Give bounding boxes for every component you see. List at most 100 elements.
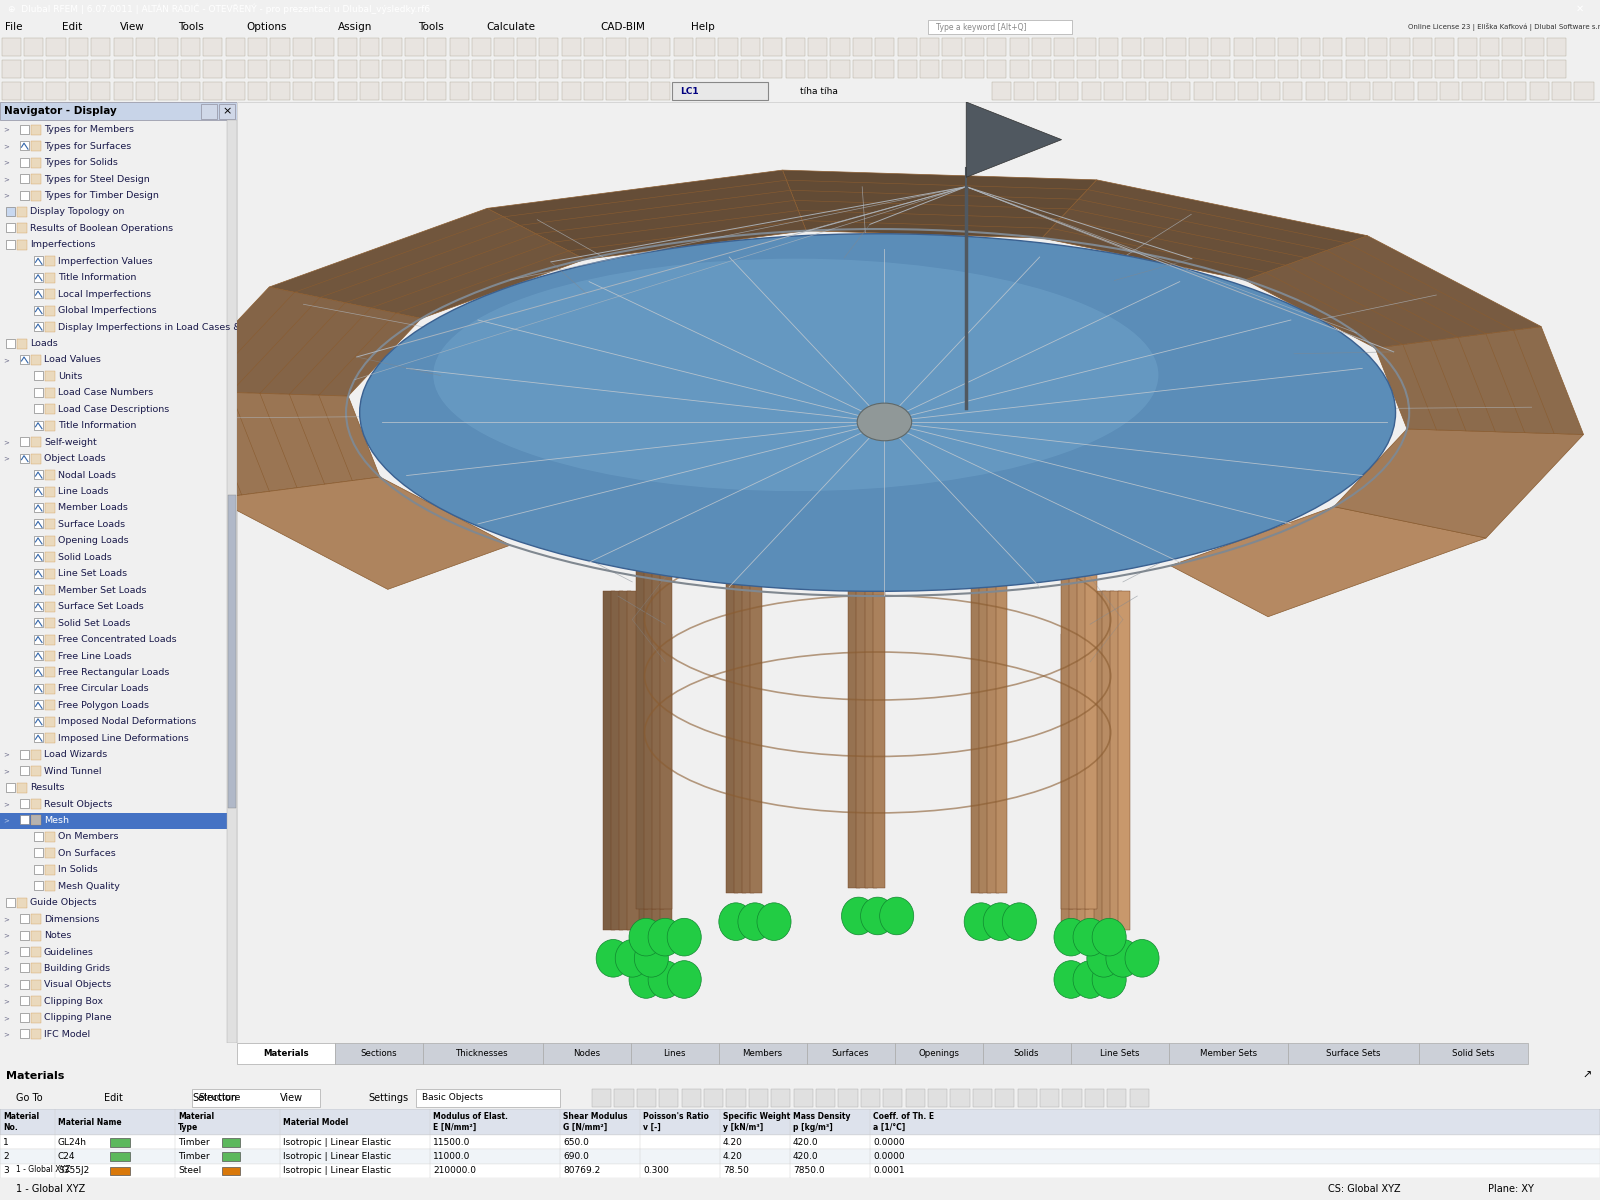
Bar [1069,548,1082,908]
Bar [0,1109,1600,1135]
Text: Object Loads: Object Loads [43,454,106,463]
Bar [1070,1043,1168,1064]
Bar [181,82,200,101]
Text: Go To: Go To [16,1093,43,1103]
Ellipse shape [667,961,701,998]
Text: Load Values: Load Values [43,355,101,365]
Text: Thicknesses: Thicknesses [456,1049,509,1058]
Bar [91,82,110,101]
Bar [1502,37,1522,56]
Bar [405,82,424,101]
Bar [853,60,872,78]
Bar [1037,82,1056,101]
Bar [950,1090,970,1106]
Text: Loads: Loads [30,340,58,348]
Bar [45,667,54,678]
Bar [30,454,42,463]
Bar [34,684,43,692]
Text: Mesh Quality: Mesh Quality [58,882,120,890]
Bar [45,684,54,694]
Bar [158,37,178,56]
Bar [741,37,760,56]
Text: Line Set Loads: Line Set Loads [58,569,126,578]
Bar [965,60,984,78]
Bar [6,223,14,233]
Bar [603,592,614,930]
Bar [45,503,54,512]
Bar [494,82,514,101]
Polygon shape [171,390,379,498]
Bar [1485,82,1504,101]
Bar [91,60,110,78]
Bar [979,518,990,894]
Bar [0,1164,1600,1178]
Bar [494,37,514,56]
Text: 1 - Global XYZ: 1 - Global XYZ [16,1184,85,1194]
Bar [114,82,133,101]
Bar [30,799,42,809]
Bar [34,881,43,890]
Bar [427,37,446,56]
Text: Local Imperfections: Local Imperfections [58,289,150,299]
Text: Clipping Box: Clipping Box [43,997,102,1006]
Bar [69,82,88,101]
Bar [1234,60,1253,78]
Bar [1530,82,1549,101]
Bar [293,82,312,101]
Bar [742,518,754,894]
Text: Title Information: Title Information [58,421,136,431]
Text: Imperfections: Imperfections [30,240,96,250]
Text: Load Case Descriptions: Load Case Descriptions [58,404,170,414]
Text: >: > [3,176,10,182]
Text: 0.300: 0.300 [643,1166,669,1175]
Bar [726,1090,746,1106]
Text: Online License 23 | Eliška Kafková | Dlubal Software s.r.o...: Online License 23 | Eliška Kafková | Dlu… [1408,23,1600,31]
Text: ×: × [222,106,232,116]
Bar [270,82,290,101]
Text: Options: Options [246,22,286,32]
Bar [136,60,155,78]
Bar [34,601,43,611]
Bar [19,157,29,167]
Bar [45,322,54,332]
Bar [450,37,469,56]
Bar [635,634,648,952]
Bar [19,174,29,184]
Text: >: > [3,817,10,823]
Bar [226,37,245,56]
Bar [1126,82,1146,101]
Text: Coeff. of Th. E
a [1/°C]: Coeff. of Th. E a [1/°C] [874,1112,934,1132]
Bar [1390,60,1410,78]
Ellipse shape [629,918,662,956]
Text: Display Imperfections in Load Cases & Combi...: Display Imperfections in Load Cases & Co… [58,323,283,331]
Text: Material
Type: Material Type [178,1112,214,1132]
Text: Building Grids: Building Grids [43,964,110,973]
Bar [450,60,469,78]
Ellipse shape [1002,902,1037,941]
Bar [45,552,54,563]
Bar [46,37,66,56]
Ellipse shape [597,940,630,977]
Bar [1395,82,1414,101]
Bar [203,37,222,56]
Bar [1507,82,1526,101]
Bar [1171,82,1190,101]
Text: Imposed Nodal Deformations: Imposed Nodal Deformations [58,718,197,726]
Bar [1462,82,1482,101]
Bar [651,37,670,56]
Ellipse shape [1125,940,1158,977]
Bar [1256,60,1275,78]
Bar [1346,60,1365,78]
Text: Nodes: Nodes [573,1049,600,1058]
Bar [34,652,43,660]
Text: Line Sets: Line Sets [1099,1049,1139,1058]
Bar [34,536,43,545]
Ellipse shape [616,940,650,977]
Bar [1574,82,1594,101]
Bar [416,1090,560,1106]
Text: Guide Objects: Guide Objects [30,899,96,907]
Polygon shape [486,170,806,259]
Bar [360,37,379,56]
Bar [942,37,962,56]
Bar [883,1090,902,1106]
